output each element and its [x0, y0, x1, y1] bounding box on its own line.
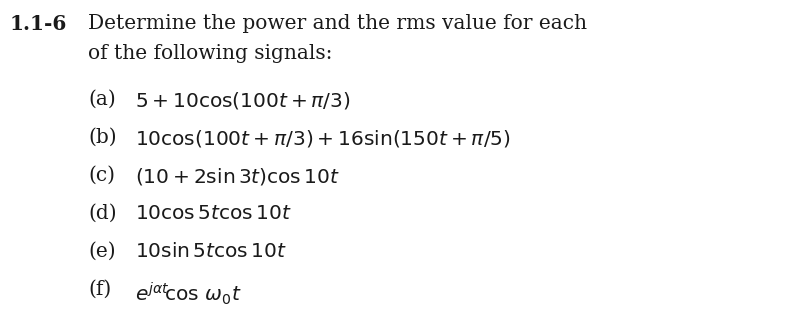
Text: $10\sin 5t\cos 10t$: $10\sin 5t\cos 10t$ — [135, 242, 286, 261]
Text: (f): (f) — [88, 280, 111, 299]
Text: $5 + 10\cos(100t + \pi/3)$: $5 + 10\cos(100t + \pi/3)$ — [135, 90, 350, 111]
Text: (b): (b) — [88, 128, 117, 147]
Text: $(10 + 2\sin 3t)\cos 10t$: $(10 + 2\sin 3t)\cos 10t$ — [135, 166, 340, 187]
Text: $10\cos(100t + \pi/3) + 16\sin(150t + \pi/5)$: $10\cos(100t + \pi/3) + 16\sin(150t + \p… — [135, 128, 510, 149]
Text: (d): (d) — [88, 204, 117, 223]
Text: 1.1-6: 1.1-6 — [10, 14, 67, 34]
Text: (e): (e) — [88, 242, 116, 261]
Text: of the following signals:: of the following signals: — [88, 44, 333, 63]
Text: $e^{j\alpha t}\!\cos\,\omega_0 t$: $e^{j\alpha t}\!\cos\,\omega_0 t$ — [135, 280, 242, 306]
Text: (a): (a) — [88, 90, 116, 109]
Text: Determine the power and the rms value for each: Determine the power and the rms value fo… — [88, 14, 587, 33]
Text: (c): (c) — [88, 166, 115, 185]
Text: $10\cos 5t\cos 10t$: $10\cos 5t\cos 10t$ — [135, 204, 292, 223]
